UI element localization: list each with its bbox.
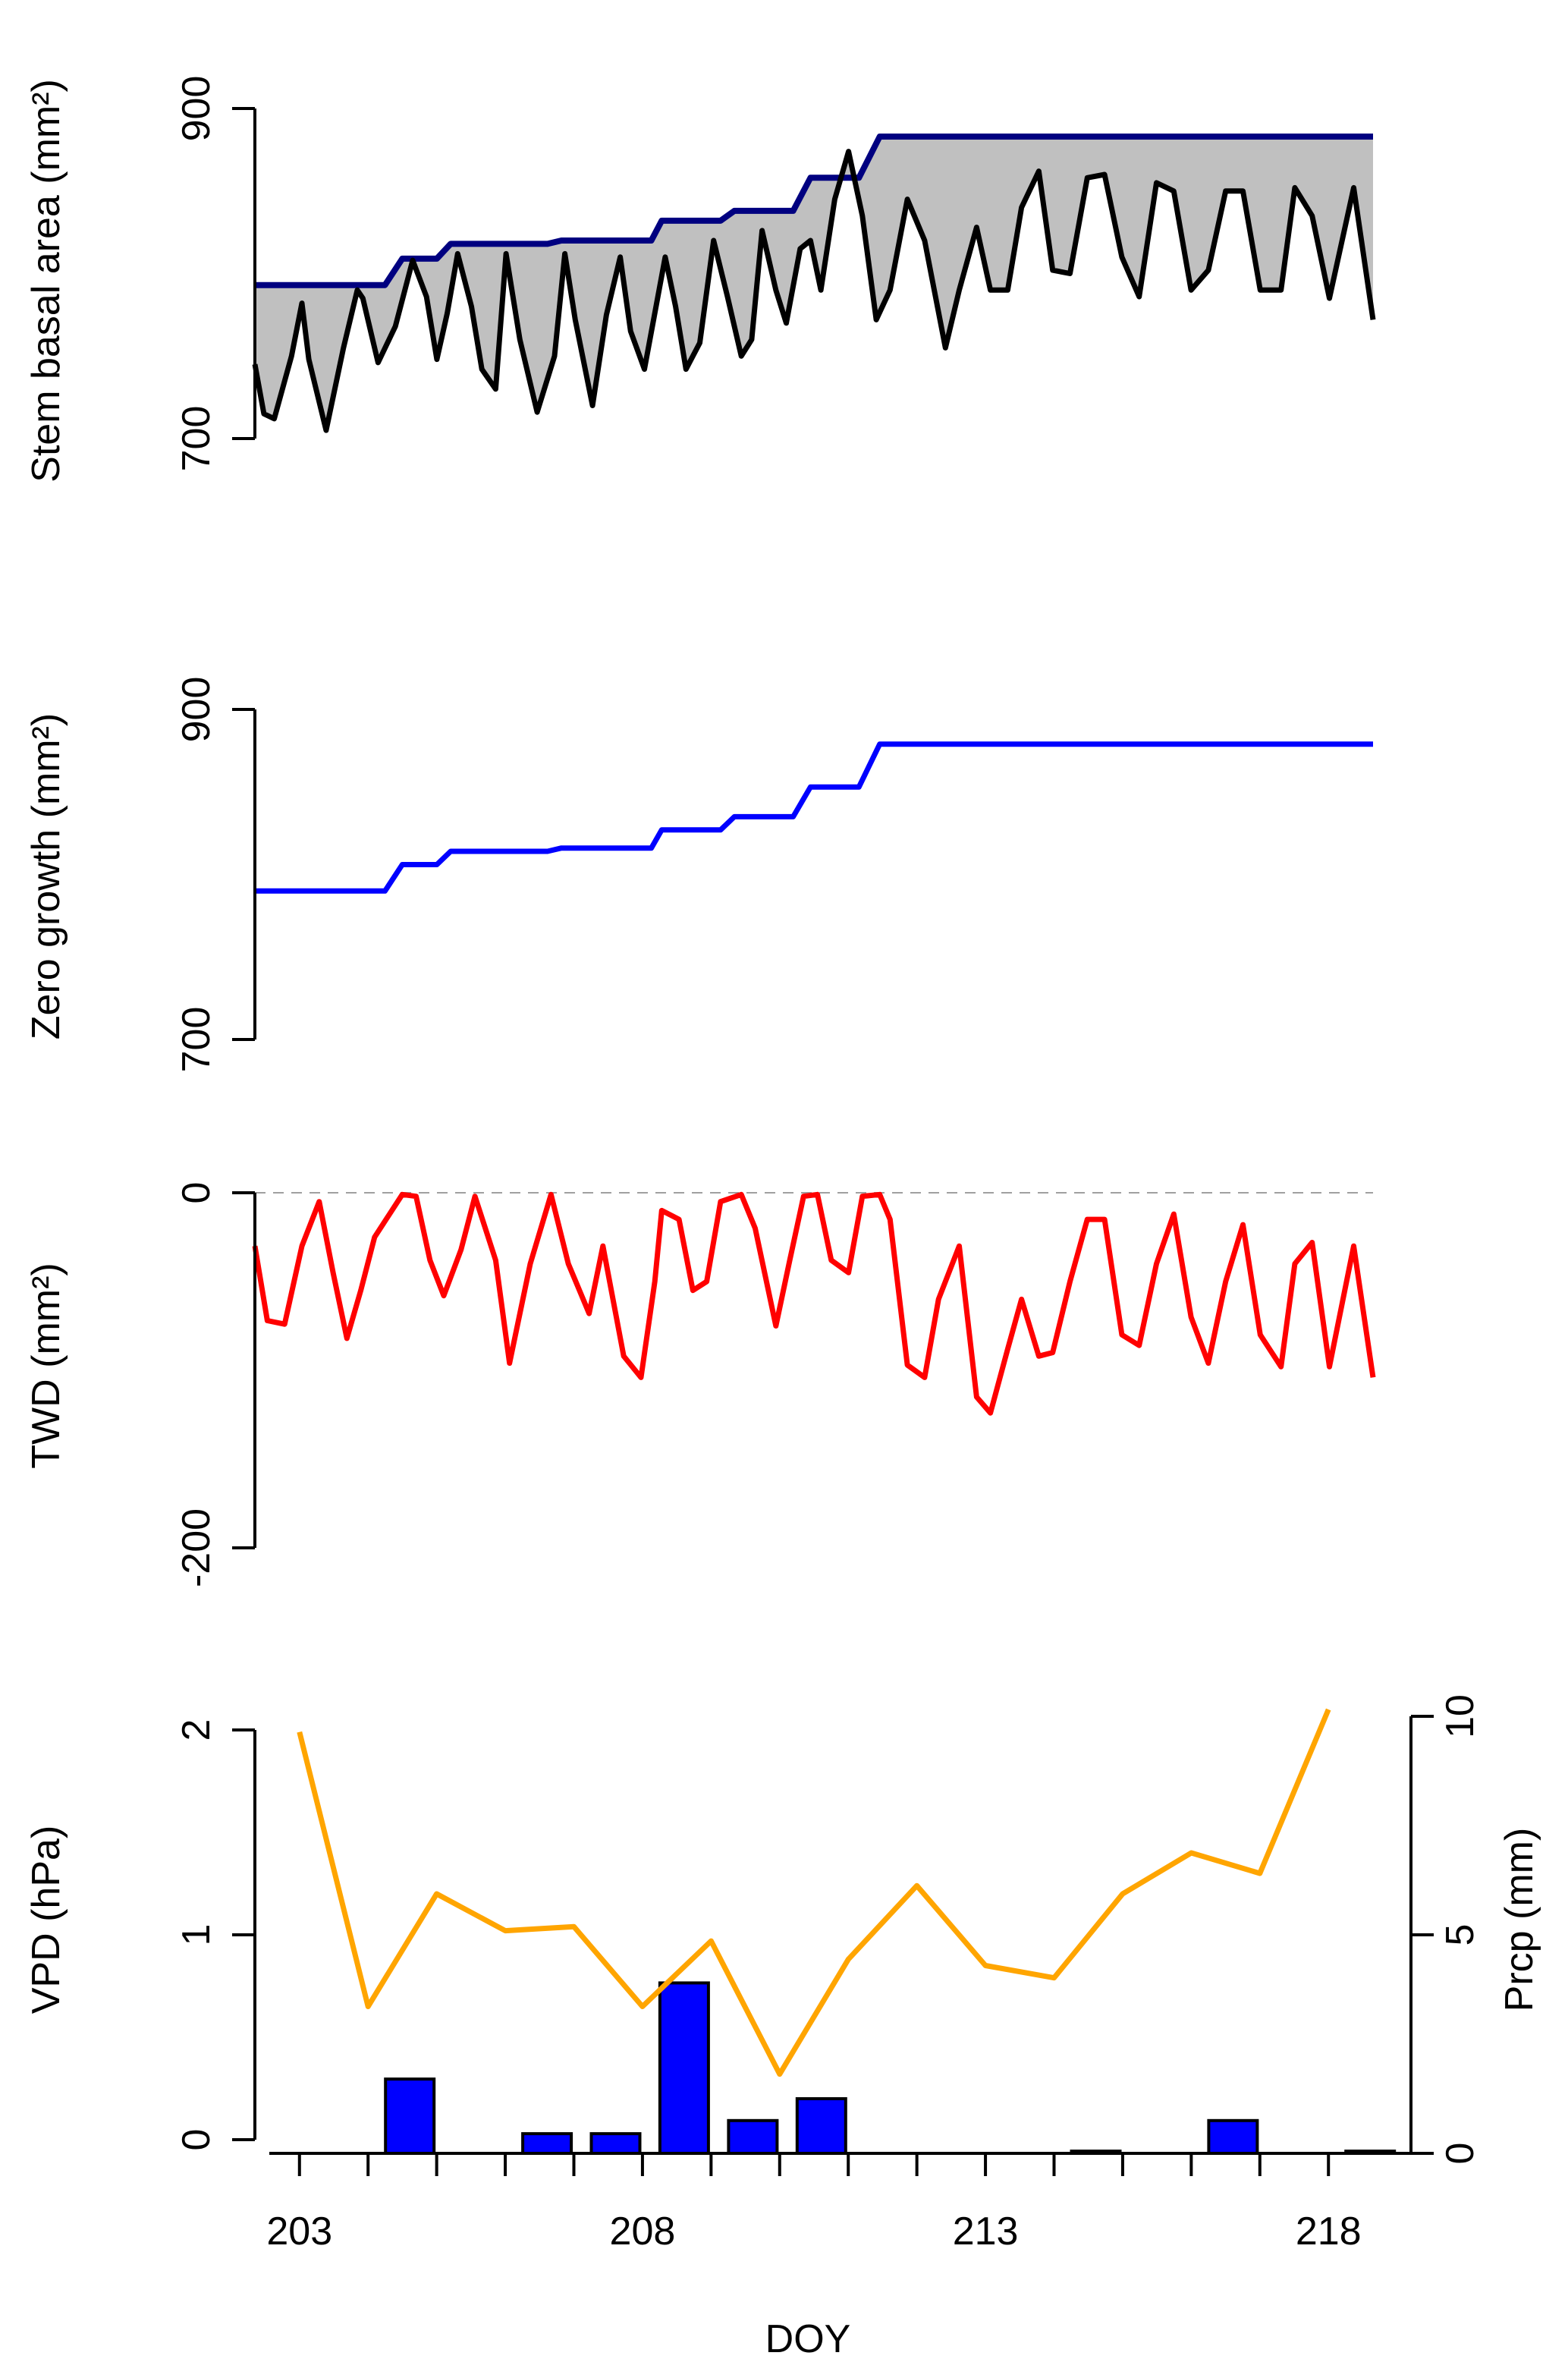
doy-x-label: DOY <box>765 2317 851 2361</box>
prcp-bar <box>1207 2118 1259 2156</box>
vpd-y-tick-label: 0 <box>174 2129 218 2151</box>
prcp-bar <box>589 2132 642 2156</box>
twd-y-tick-label: -200 <box>174 1508 218 1587</box>
zero-growth-plot <box>255 741 1373 894</box>
vpd-y-ticks: 0 1 2 <box>174 1719 255 2151</box>
stem-basal-area-y-tick-label: 700 <box>174 406 218 472</box>
prcp-y-tick-label: 10 <box>1438 1694 1482 1738</box>
doy-x-tick-label: 213 <box>953 2209 1019 2253</box>
panel-stem-basal-area: 700 900 Stem basal area (mm²) <box>24 76 1376 483</box>
zero-growth-line <box>255 741 1373 894</box>
doy-x-tick-label: 208 <box>610 2209 676 2253</box>
stem-basal-area-plot <box>252 134 1376 433</box>
vpd-line <box>297 1708 1331 2077</box>
stem-basal-area-y-tick-label: 900 <box>174 76 218 142</box>
twd-plot <box>252 1191 1376 1416</box>
twd-y-ticks: -200 0 <box>174 1182 255 1587</box>
twd-line <box>252 1191 1376 1416</box>
prcp-bar <box>658 1981 710 2155</box>
prcp-y-tick-label: 0 <box>1438 2143 1482 2165</box>
prcp-bar <box>795 2097 847 2155</box>
doy-x-tick-label: 218 <box>1296 2209 1362 2253</box>
prcp-bar <box>384 2077 436 2156</box>
stem-basal-area-y-ticks: 700 900 <box>174 76 255 472</box>
twd-y-tick-label: 0 <box>174 1182 218 1204</box>
prcp-y-tick-label: 5 <box>1438 1924 1482 1946</box>
panel-vpd-prcp: 0 1 2 0 5 10 203 208 213 218 VPD (hPa) Prcp (mm… <box>24 1694 1541 2361</box>
vpd-y-tick-label: 1 <box>174 1924 218 1946</box>
doy-x-ticks: 203 208 213 218 <box>266 2153 1362 2253</box>
prcp-bar <box>521 2132 573 2156</box>
twd-y-label: TWD (mm²) <box>24 1263 68 1468</box>
panel-zero-growth: 700 900 Zero growth (mm²) <box>24 677 1373 1073</box>
prcp-bar <box>727 2118 779 2156</box>
stem-basal-area-line <box>252 149 1376 433</box>
stem-basal-area-deficit-fill <box>255 137 1373 431</box>
prcp-y-label: Prcp (mm) <box>1497 1828 1541 2012</box>
zero-growth-y-label: Zero growth (mm²) <box>24 713 68 1039</box>
vpd-y-label: VPD (hPa) <box>24 1826 68 2014</box>
zero-growth-y-ticks: 700 900 <box>174 677 255 1073</box>
zero-growth-y-tick-label: 700 <box>174 1007 218 1073</box>
vpd-y-tick-label: 2 <box>174 1719 218 1741</box>
panel-twd: -200 0 TWD (mm²) <box>24 1182 1376 1587</box>
stem-basal-area-y-label: Stem basal area (mm²) <box>24 79 68 483</box>
prcp-y-ticks: 0 5 10 <box>1411 1694 1482 2164</box>
zero-growth-y-tick-label: 900 <box>174 677 218 743</box>
doy-x-tick-label: 203 <box>266 2209 332 2253</box>
zero-growth-envelope-line <box>255 134 1373 288</box>
